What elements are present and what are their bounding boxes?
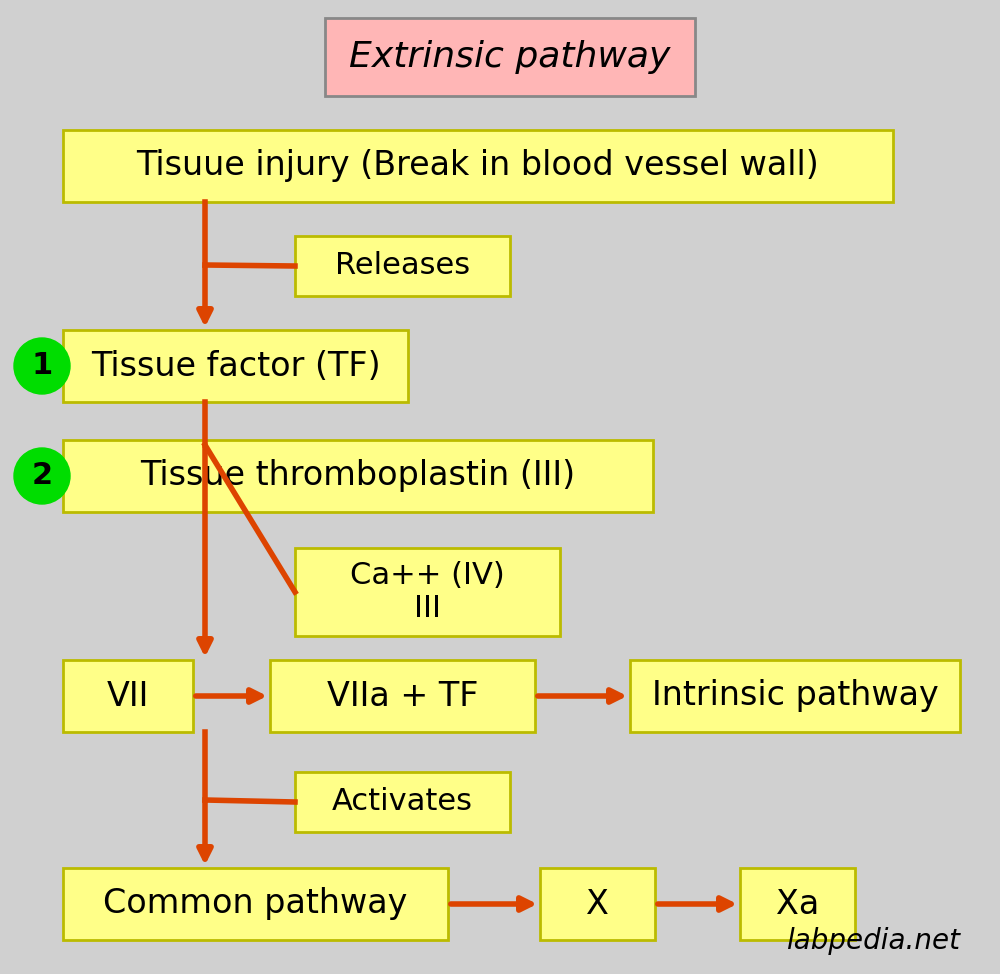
FancyBboxPatch shape (63, 130, 893, 202)
FancyBboxPatch shape (63, 330, 408, 402)
Text: X: X (586, 887, 609, 920)
Text: Extrinsic pathway: Extrinsic pathway (349, 40, 671, 74)
Text: Activates: Activates (332, 788, 473, 816)
Text: labpedia.net: labpedia.net (786, 927, 960, 955)
FancyBboxPatch shape (325, 18, 695, 96)
Text: 1: 1 (31, 352, 53, 381)
FancyBboxPatch shape (540, 868, 655, 940)
Circle shape (14, 338, 70, 394)
Text: Releases: Releases (335, 251, 470, 281)
Text: Intrinsic pathway: Intrinsic pathway (652, 680, 938, 713)
FancyBboxPatch shape (270, 660, 535, 732)
Text: VII: VII (107, 680, 149, 713)
Circle shape (14, 448, 70, 504)
Text: VIIa + TF: VIIa + TF (327, 680, 478, 713)
FancyBboxPatch shape (63, 440, 653, 512)
FancyBboxPatch shape (630, 660, 960, 732)
FancyBboxPatch shape (295, 548, 560, 636)
Text: Xa: Xa (776, 887, 819, 920)
Text: 2: 2 (31, 462, 53, 491)
Text: Tissue factor (TF): Tissue factor (TF) (91, 350, 380, 383)
Text: Tissue thromboplastin (III): Tissue thromboplastin (III) (140, 460, 576, 493)
Text: Ca++ (IV)
III: Ca++ (IV) III (350, 561, 505, 623)
FancyBboxPatch shape (295, 772, 510, 832)
Text: Common pathway: Common pathway (103, 887, 408, 920)
FancyBboxPatch shape (63, 868, 448, 940)
FancyBboxPatch shape (740, 868, 855, 940)
FancyBboxPatch shape (295, 236, 510, 296)
Text: Tisuue injury (Break in blood vessel wall): Tisuue injury (Break in blood vessel wal… (137, 149, 819, 182)
FancyBboxPatch shape (63, 660, 193, 732)
